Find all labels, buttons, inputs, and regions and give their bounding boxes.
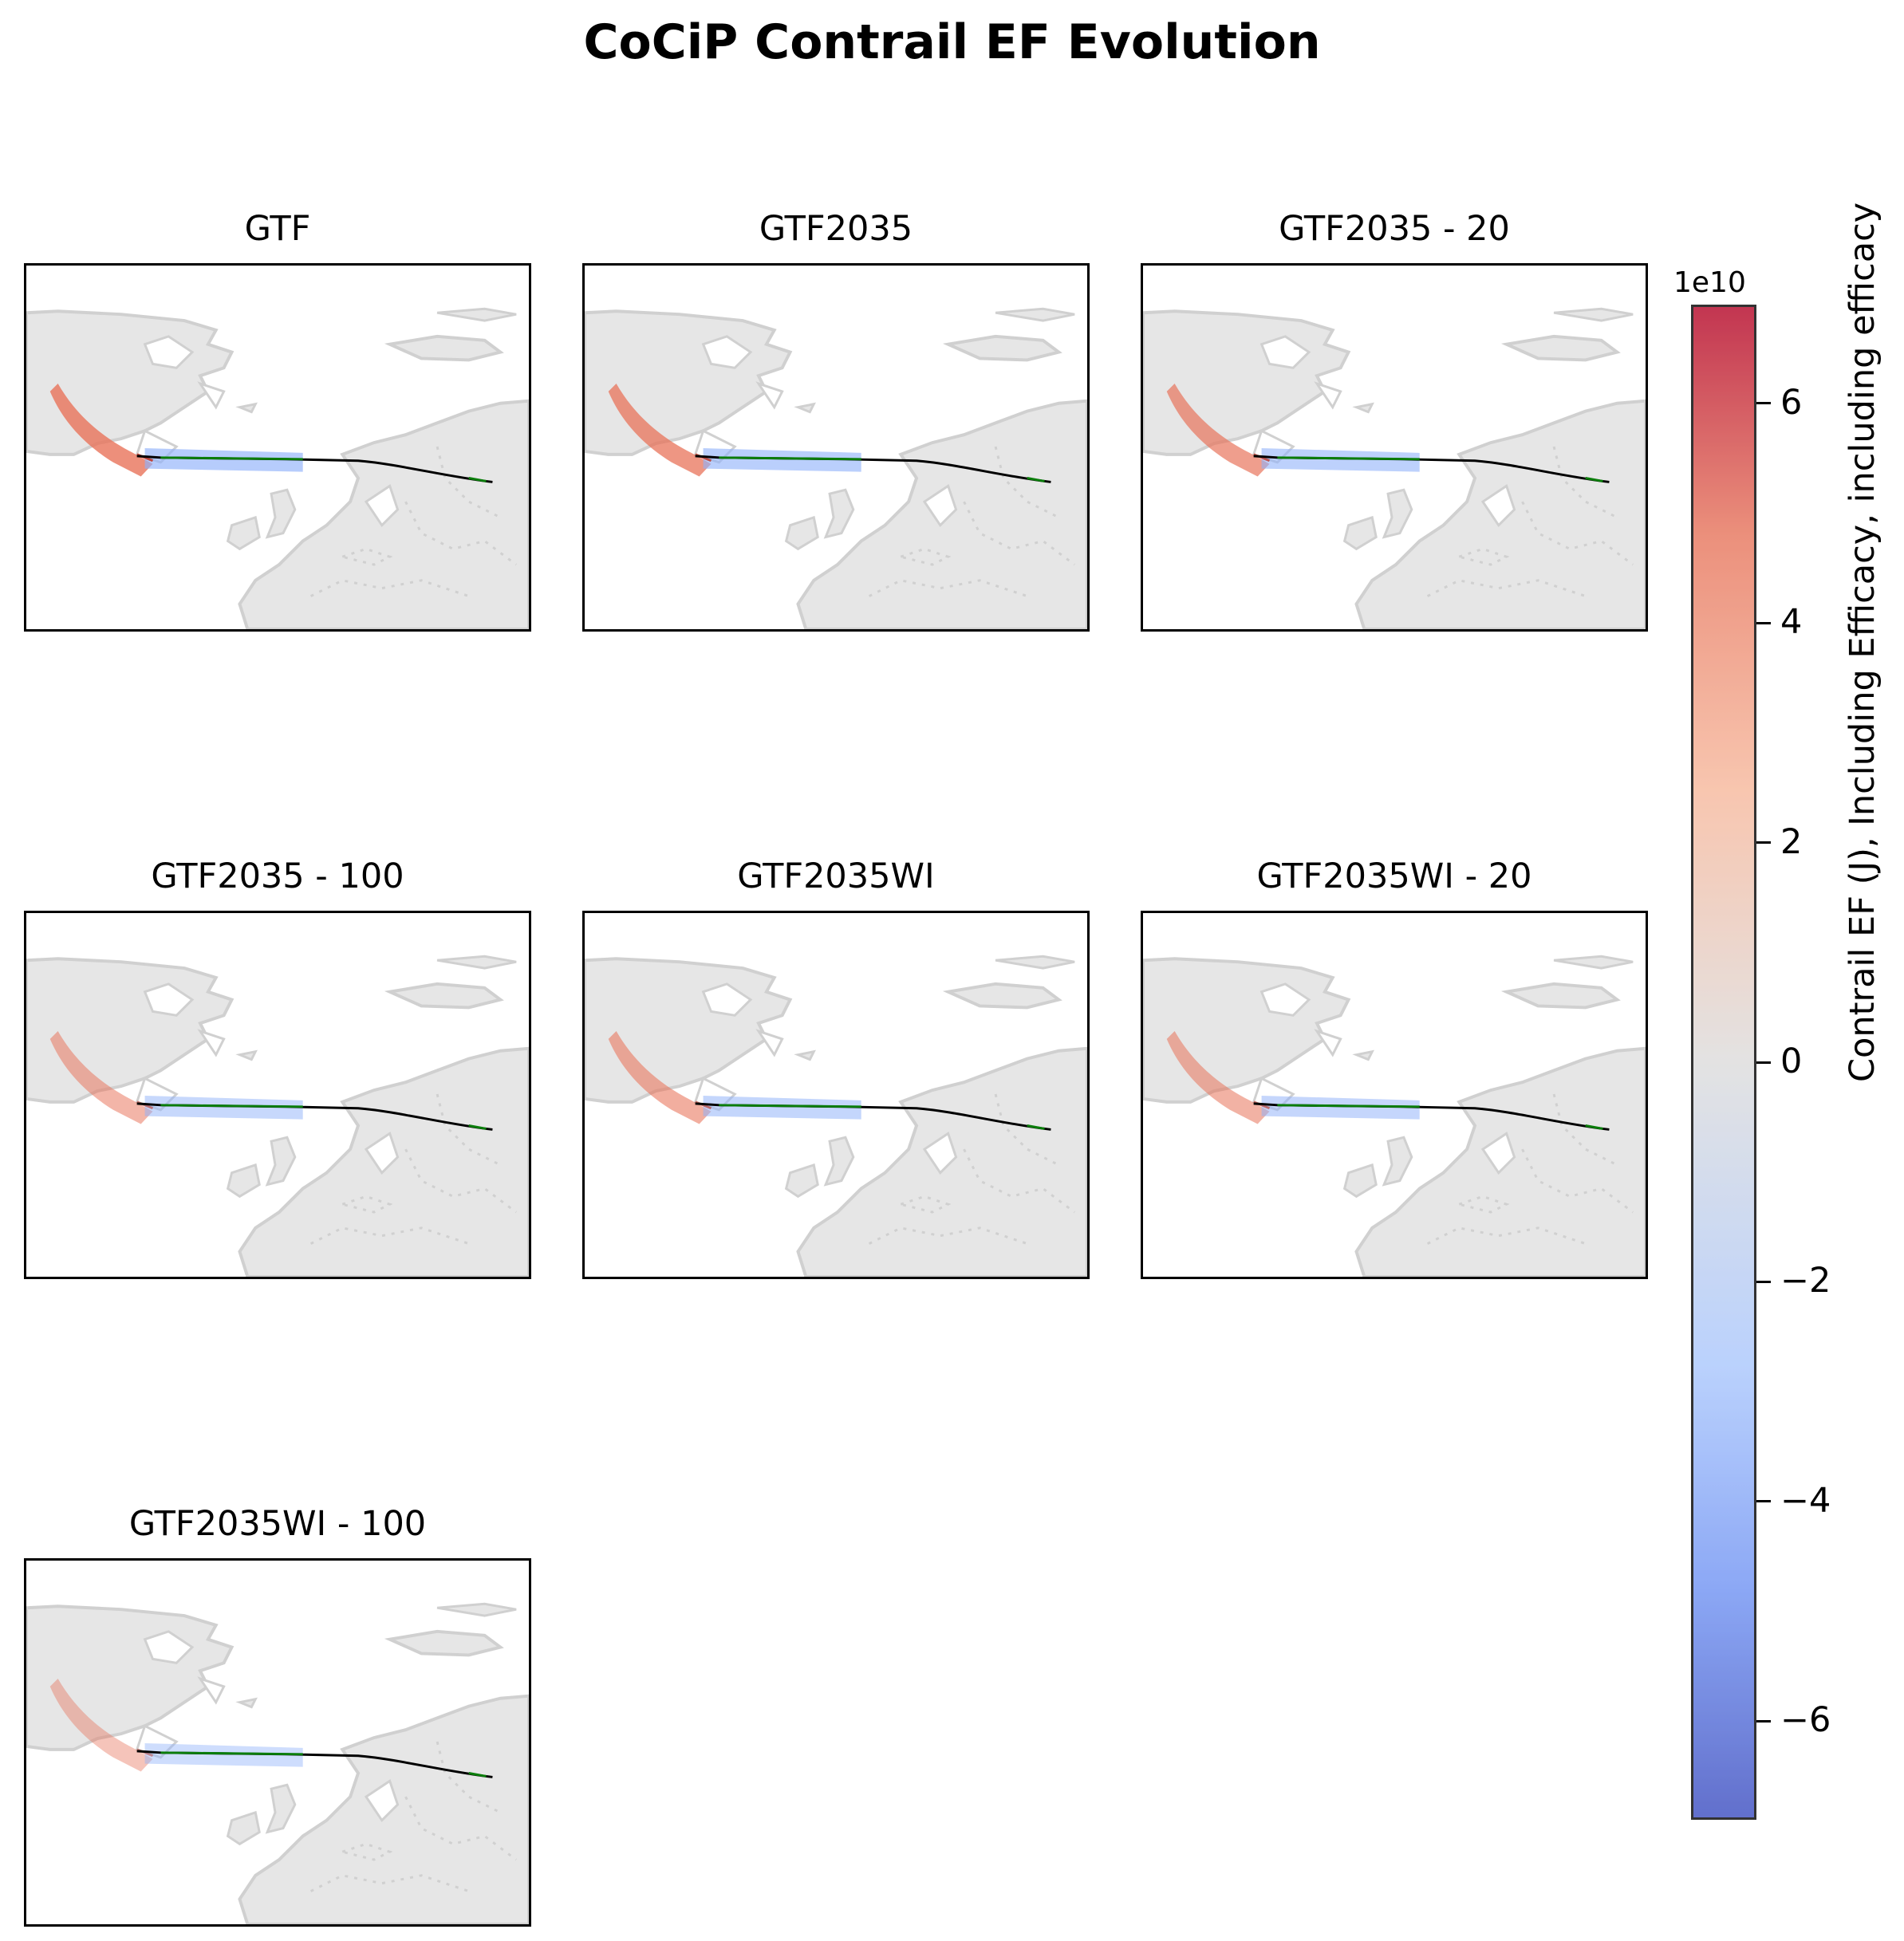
colorbar-tick — [1756, 402, 1771, 405]
colorbar-tick-label: 0 — [1780, 1041, 1803, 1081]
panel-title-gtf2035wi-20: GTF2035WI - 20 — [1256, 856, 1532, 896]
contrail-segment — [719, 456, 861, 461]
contrail-segment — [160, 456, 303, 461]
contrail-segment — [160, 1104, 303, 1108]
figure-title: CoCiP Contrail EF Evolution — [583, 14, 1321, 70]
cooling-plume — [144, 1095, 303, 1120]
cooling-plume — [703, 1095, 861, 1120]
warming-plume — [49, 1031, 153, 1124]
panel-title-gtf2035wi: GTF2035WI — [737, 856, 935, 896]
cooling-plume — [703, 447, 861, 472]
contrail-segment — [1277, 456, 1420, 461]
warming-plume — [49, 384, 153, 477]
cooling-plume — [1261, 447, 1420, 472]
colorbar-tick-label: −6 — [1780, 1700, 1831, 1741]
cooling-plume — [144, 447, 303, 472]
map-panel-gtf — [24, 263, 531, 632]
colorbar-tick — [1756, 1719, 1771, 1722]
colorbar — [1691, 305, 1756, 1820]
cooling-plume — [1261, 1095, 1420, 1120]
colorbar-tick-label: −4 — [1780, 1480, 1831, 1521]
colorbar-exponent: 1e10 — [1673, 266, 1746, 299]
cooling-plume — [144, 1742, 303, 1767]
colorbar-tick-label: 4 — [1780, 602, 1803, 643]
warming-plume — [1166, 384, 1270, 477]
colorbar-tick — [1756, 621, 1771, 624]
panel-title-gtf2035-20: GTF2035 - 20 — [1279, 209, 1510, 249]
map-panel-gtf2035wi — [582, 911, 1090, 1279]
panel-title-gtf2035: GTF2035 — [759, 209, 913, 249]
colorbar-tick — [1756, 1061, 1771, 1064]
warming-plume — [608, 1031, 712, 1124]
panel-title-gtf2035wi-100: GTF2035WI - 100 — [128, 1504, 427, 1544]
colorbar-tick-label: −2 — [1780, 1261, 1831, 1301]
map-panel-gtf2035-20 — [1141, 263, 1648, 632]
colorbar-tick — [1756, 1500, 1771, 1503]
map-panel-gtf2035wi-20 — [1141, 911, 1648, 1279]
warming-plume — [49, 1679, 153, 1772]
map-panel-gtf2035 — [582, 263, 1090, 632]
colorbar-tick — [1756, 841, 1771, 845]
map-panel-gtf2035-100 — [24, 911, 531, 1279]
colorbar-label: Contrail EF (J), Including Efficacy, inc… — [1843, 202, 1882, 1082]
warming-plume — [1166, 1031, 1270, 1124]
map-panel-gtf2035wi-100 — [24, 1558, 531, 1927]
colorbar-tick — [1756, 1280, 1771, 1283]
colorbar-tick-label: 6 — [1780, 382, 1803, 423]
panel-title-gtf2035-100: GTF2035 - 100 — [151, 856, 404, 896]
warming-plume — [608, 384, 712, 477]
contrail-segment — [1277, 1104, 1420, 1108]
colorbar-tick-label: 2 — [1780, 821, 1803, 862]
contrail-segment — [719, 1104, 861, 1108]
contrail-segment — [160, 1751, 303, 1756]
panel-title-gtf: GTF — [244, 209, 311, 249]
